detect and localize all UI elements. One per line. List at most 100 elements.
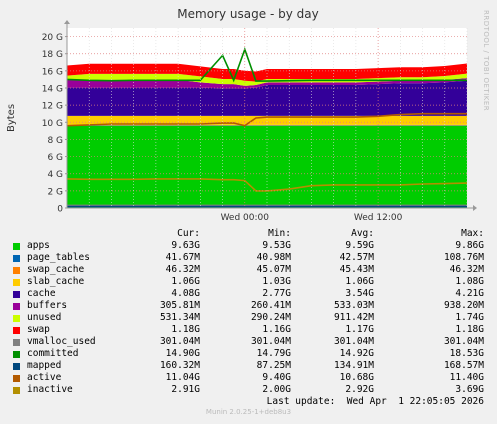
legend-swatch	[13, 267, 20, 274]
x-tick-label: Wed 12:00	[354, 213, 403, 223]
legend-value-cur: 41.67M	[165, 252, 200, 263]
legend-value-avg: 134.91M	[333, 360, 374, 371]
legend-row-swap: swap 1.18G 1.16G 1.17G 1.18G	[0, 324, 497, 336]
legend-series-name: active	[27, 372, 62, 383]
legend-value-max: 938.20M	[443, 300, 484, 311]
legend-series-name: vmalloc_used	[27, 336, 96, 347]
legend-value-avg: 533.03M	[333, 300, 374, 311]
legend-row-apps: apps 9.63G 9.53G 9.59G 9.86G	[0, 240, 497, 252]
legend-value-cur: 4.08G	[171, 288, 200, 299]
area-swap	[67, 63, 467, 82]
legend-value-cur: 305.81M	[159, 300, 200, 311]
legend-value-min: 45.07M	[256, 264, 291, 275]
legend-value-cur: 1.06G	[171, 276, 200, 287]
legend-series-name: apps	[27, 240, 50, 251]
legend-value-max: 11.40G	[449, 372, 484, 383]
legend-value-avg: 2.92G	[345, 384, 374, 395]
legend-header-avg: Avg:	[351, 228, 374, 239]
legend-series-name: page_tables	[27, 252, 90, 263]
legend-series-name: committed	[27, 348, 79, 359]
legend-value-min: 290.24M	[250, 312, 291, 323]
chart-title: Memory usage - by day	[177, 7, 318, 21]
legend-value-avg: 14.92G	[339, 348, 374, 359]
legend-value-min: 87.25M	[256, 360, 291, 371]
y-axis-label: Bytes	[6, 104, 17, 132]
legend-header-cur: Cur:	[177, 228, 200, 239]
x-tick-label: Wed 00:00	[221, 213, 270, 223]
legend-header-max: Max:	[461, 228, 484, 239]
legend-value-cur: 531.34M	[159, 312, 200, 323]
legend-row-mapped: mapped 160.32M 87.25M 134.91M 168.57M	[0, 360, 497, 372]
legend-value-max: 1.74G	[455, 312, 484, 323]
legend-series-name: slab_cache	[27, 276, 85, 287]
legend-value-cur: 160.32M	[159, 360, 200, 371]
legend-row-inactive: inactive 2.91G 2.00G 2.92G 3.69G	[0, 384, 497, 396]
legend-value-max: 9.86G	[455, 240, 484, 251]
legend-value-max: 301.04M	[443, 336, 484, 347]
legend-row-unused: unused 531.34M 290.24M 911.42M 1.74G	[0, 312, 497, 324]
legend-value-min: 9.40G	[262, 372, 291, 383]
legend-value-min: 40.98M	[256, 252, 291, 263]
legend-header-min: Min:	[268, 228, 291, 239]
legend-value-avg: 301.04M	[333, 336, 374, 347]
legend-swatch	[13, 375, 20, 382]
legend-series-name: mapped	[27, 360, 62, 371]
legend-value-cur: 301.04M	[159, 336, 200, 347]
legend-row-page-tables: page_tables 41.67M 40.98M 42.57M 108.76M	[0, 252, 497, 264]
y-tick-label: 14 G	[42, 85, 63, 95]
legend-value-max: 46.32M	[449, 264, 484, 275]
legend-swatch	[13, 363, 20, 370]
y-tick-label: 4 G	[47, 170, 63, 180]
legend-value-avg: 45.43M	[339, 264, 374, 275]
legend-value-avg: 911.42M	[333, 312, 374, 323]
legend-row-committed: committed 14.90G 14.79G 14.92G 18.53G	[0, 348, 497, 360]
legend-value-min: 14.79G	[256, 348, 291, 359]
y-tick-label: 6 G	[47, 153, 63, 163]
legend-row-slab-cache: slab_cache 1.06G 1.03G 1.06G 1.08G	[0, 276, 497, 288]
legend-series-name: cache	[27, 288, 56, 299]
legend-value-cur: 2.91G	[171, 384, 200, 395]
legend-swatch	[13, 351, 20, 358]
legend-value-max: 168.57M	[443, 360, 484, 371]
legend-swatch	[13, 291, 20, 298]
legend-swatch	[13, 255, 20, 262]
x-axis-arrow-icon	[473, 205, 477, 211]
legend-value-min: 260.41M	[250, 300, 291, 311]
y-tick-label: 16 G	[42, 67, 63, 77]
legend-header: Cur: Min: Avg: Max:	[0, 228, 497, 240]
rrdtool-side-label: RRDTOOL / TOBI OETIKER	[482, 10, 490, 111]
legend-value-cur: 14.90G	[165, 348, 200, 359]
legend-value-min: 1.16G	[262, 324, 291, 335]
y-tick-label: 0	[57, 205, 63, 215]
legend-value-cur: 46.32M	[165, 264, 200, 275]
legend-value-min: 2.77G	[262, 288, 291, 299]
legend-value-avg: 42.57M	[339, 252, 374, 263]
legend-swatch	[13, 387, 20, 394]
y-axis-arrow-icon	[64, 20, 70, 24]
y-tick-label: 12 G	[42, 102, 63, 112]
area-slab-cache	[67, 115, 467, 125]
legend-value-cur: 9.63G	[171, 240, 200, 251]
legend-swatch	[13, 315, 20, 322]
munin-footer: Munin 2.0.25-1+deb8u3	[205, 408, 292, 416]
legend-value-avg: 1.17G	[345, 324, 374, 335]
legend-row-swap-cache: swap_cache 46.32M 45.07M 45.43M 46.32M	[0, 264, 497, 276]
legend-series-name: buffers	[27, 300, 68, 311]
legend-swatch	[13, 243, 20, 250]
line-committed	[66, 47, 467, 83]
legend-row-vmalloc-used: vmalloc_used 301.04M 301.04M 301.04M 301.04M	[0, 336, 497, 348]
legend-row-buffers: buffers 305.81M 260.41M 533.03M 938.20M	[0, 300, 497, 312]
last-update: Last update: Wed Apr 1 22:05:05 2026	[266, 396, 484, 407]
legend-row-cache: cache 4.08G 2.77G 3.54G 4.21G	[0, 288, 497, 300]
legend-value-max: 1.18G	[455, 324, 484, 335]
legend-value-cur: 11.04G	[165, 372, 200, 383]
legend-value-avg: 9.59G	[345, 240, 374, 251]
legend-swatch	[13, 303, 20, 310]
legend-value-max: 1.08G	[455, 276, 484, 287]
legend-value-max: 18.53G	[449, 348, 484, 359]
y-tick-label: 2 G	[47, 187, 63, 197]
y-tick-label: 20 G	[42, 33, 63, 43]
legend-value-min: 9.53G	[262, 240, 291, 251]
legend-swatch	[13, 339, 20, 346]
y-tick-label: 18 G	[42, 50, 63, 60]
